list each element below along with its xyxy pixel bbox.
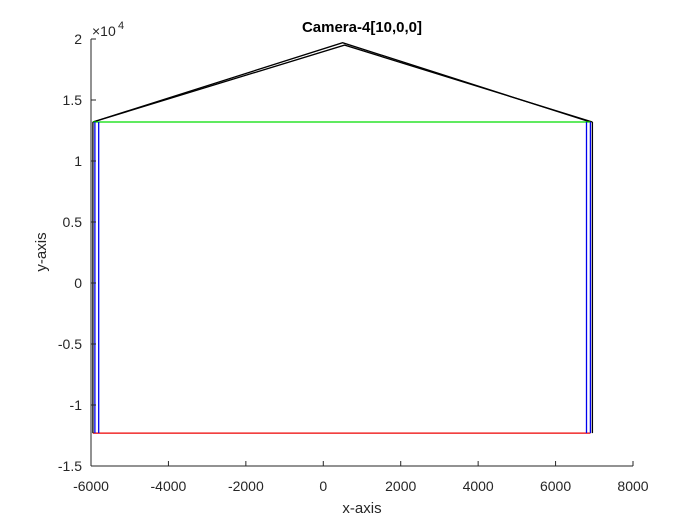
series-line-2	[92, 44, 593, 123]
x-tick-label: 0	[319, 478, 327, 494]
x-ticks: -6000 -4000 -2000 0 2000 4000 6000 8000	[73, 461, 649, 494]
chart-title: Camera-4[10,0,0]	[302, 19, 422, 36]
y-exponent-power: 4	[118, 20, 124, 32]
y-tick-label: -0.5	[58, 336, 82, 352]
y-tick-label: 0.5	[63, 214, 83, 230]
series-layer	[92, 42, 594, 434]
plot-area-background	[91, 39, 633, 466]
y-tick-label: 1.5	[63, 92, 83, 108]
x-tick-label: 4000	[463, 478, 494, 494]
y-exponent-base: ×10	[92, 23, 116, 39]
x-tick-label: -6000	[73, 478, 109, 494]
x-tick-label: -4000	[151, 478, 187, 494]
y-tick-label: 2	[74, 31, 82, 47]
y-tick-label: -1	[70, 397, 83, 413]
x-axis-label: x-axis	[342, 500, 381, 517]
x-tick-label: -2000	[228, 478, 264, 494]
x-tick-label: 2000	[385, 478, 416, 494]
y-ticks: -1.5 -1 -0.5 0 0.5 1 1.5 2	[58, 31, 96, 474]
y-tick-label: 0	[74, 275, 82, 291]
y-axis-label: y-axis	[33, 232, 50, 271]
x-tick-label: 8000	[617, 478, 648, 494]
axes-layer	[90, 39, 633, 467]
y-tick-label: -1.5	[58, 458, 82, 474]
y-exponent-label: ×10 4	[92, 20, 124, 39]
y-tick-label: 1	[74, 153, 82, 169]
x-tick-label: 6000	[540, 478, 571, 494]
